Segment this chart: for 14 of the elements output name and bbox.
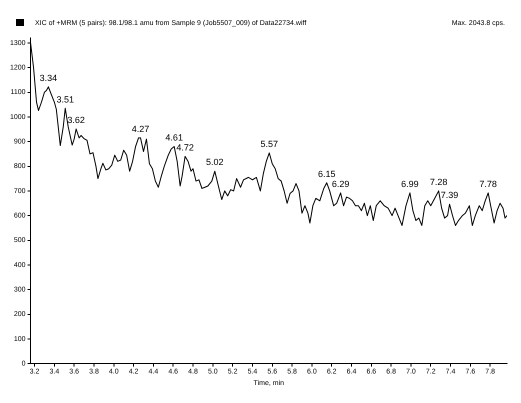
annotation: 3.51 xyxy=(56,94,74,104)
annotation: 7.78 xyxy=(479,178,497,189)
annotation: 5.02 xyxy=(206,157,224,168)
annotation: 4.27 xyxy=(132,124,150,134)
annotation: 4.72 xyxy=(176,142,194,152)
annotation: 3.62 xyxy=(67,115,85,126)
annotation: 5.57 xyxy=(260,138,278,149)
annotation: 6.15 xyxy=(318,168,336,179)
annotation: 3.34 xyxy=(40,72,58,83)
annotation: 6.99 xyxy=(401,178,419,189)
annotation: 6.29 xyxy=(332,178,350,189)
annotation: 7.39 xyxy=(440,190,458,200)
annotation: 7.28 xyxy=(430,176,448,187)
annotation: 4.61 xyxy=(165,132,183,143)
